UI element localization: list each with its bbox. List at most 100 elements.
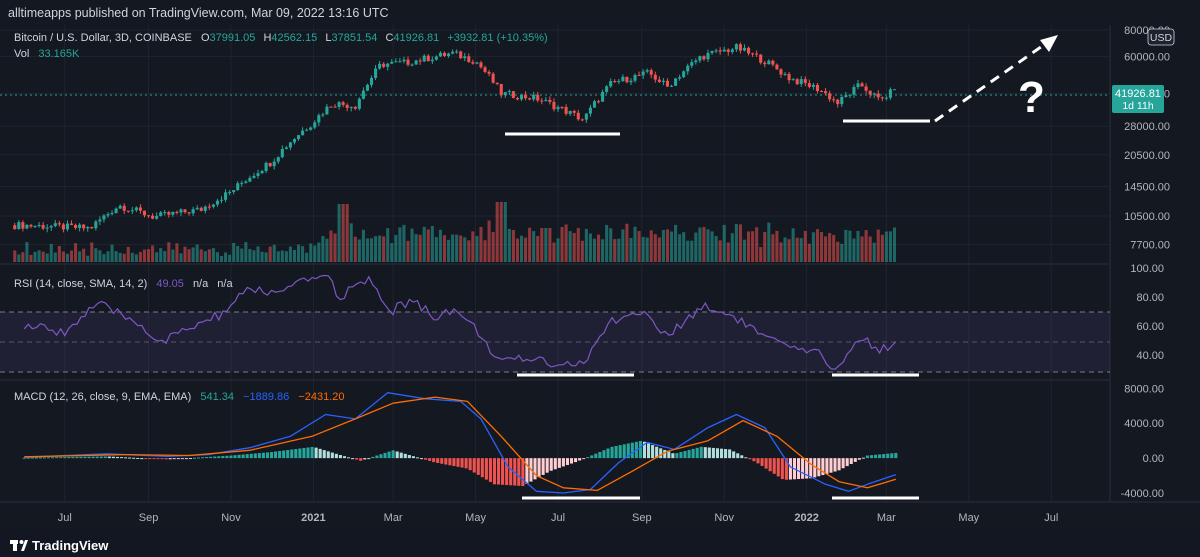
rsi-legend: RSI (14, close, SMA, 14, 2) 49.05 n/a n/… [14,278,233,290]
candle-body [329,106,333,108]
macd-histogram-bar [253,453,257,459]
volume-bar [528,227,532,262]
question-mark-annotation[interactable]: ? [1018,73,1045,122]
macd-histogram-bar [849,458,853,464]
candle-body [609,81,613,87]
candle-body [224,192,228,200]
volume-bar [422,226,426,262]
symbol-name[interactable]: Bitcoin / U.S. Dollar, 3D, COINBASE [14,32,192,44]
candle-body [819,91,824,93]
macd-histogram-bar [184,458,188,460]
macd-histogram-bar [115,456,119,459]
candle-body [613,81,617,83]
volume-bar [365,238,369,262]
macd-histogram-bar [371,456,375,459]
macd-histogram-bar [574,458,578,463]
candle-body [106,213,110,216]
macd-histogram-bar [424,458,428,460]
volume-bar [224,252,228,262]
macd-histogram-bar [119,457,124,459]
volume-bar [678,234,682,262]
user-drawings[interactable]: ? [505,35,1058,500]
volume-bar [560,226,564,262]
candlesticks[interactable] [13,42,897,233]
candle-body [402,59,406,62]
candle-body [179,209,183,213]
macd-histogram-bar [347,457,351,459]
volume-bar [519,235,524,262]
macd-histogram-bar [257,453,261,459]
macd-histogram-bar [724,449,728,459]
macd-histogram-bar [156,458,160,460]
macd-histogram-bar [383,452,387,459]
macd-histogram-bar [809,458,813,479]
volume-bars [13,202,897,262]
macd-histogram-bar [732,451,736,459]
volume-bar [167,242,171,262]
projection-arrow-line[interactable] [934,40,1049,123]
volume-bar [191,247,195,262]
volume-bar [872,242,876,262]
volume-bar [556,238,560,262]
volume-bar [406,240,410,262]
candle-body [738,44,742,51]
volume-bar [147,249,151,262]
close-value: 41926.81 [393,32,439,44]
volume-bar [130,252,134,262]
candle-body [240,182,244,184]
macd-histogram-bar [869,455,874,459]
volume-bar [471,231,475,262]
macd-label[interactable]: MACD (12, 26, close, 9, EMA, EMA) [14,391,191,403]
macd-histogram-bar [683,450,687,459]
macd-histogram-bar [71,456,75,459]
volume-bar [252,250,256,262]
candle-body [292,139,297,143]
candle-body [264,162,268,172]
volume-bar [763,231,767,262]
macd-histogram-bar [63,457,67,459]
candle-body [130,210,134,212]
footer-brand[interactable]: TradingView [32,538,109,553]
currency-button[interactable] [1147,28,1175,46]
candle-body [588,107,592,114]
macd-histogram-bar [472,458,476,473]
macd-histogram-bar [829,458,833,473]
macd-histogram-bar [622,444,626,459]
candle-body [702,56,706,60]
macd-histogram-bar [772,458,776,474]
macd-histogram-bar [853,458,857,462]
candle-body [540,100,544,102]
projection-arrow-head[interactable] [1040,35,1058,52]
volume-bar [69,250,74,262]
volume-label[interactable]: Vol [14,48,29,60]
candle-body [438,52,442,57]
candle-body [888,89,892,98]
volume-bar [211,248,215,262]
rsi-tick-label: 80.00 [1136,292,1164,304]
volume-bar [451,234,455,262]
volume-bar [459,235,463,262]
candle-body [475,62,479,64]
candle-body [309,127,313,130]
volume-bar [232,242,236,262]
volume-bar [698,227,702,262]
volume-bar [41,251,45,262]
macd-histogram-bar [833,458,837,472]
volume-bar [730,233,734,262]
volume-bar [398,227,402,262]
candle-body [779,69,783,75]
candle-body [572,110,576,113]
macd-histogram-bar [448,458,452,466]
volume-bar [138,251,142,262]
macd-histogram-bar [874,454,878,459]
rsi-label[interactable]: RSI (14, close, SMA, 14, 2) [14,278,147,290]
macd-histogram-bar [667,451,671,459]
x-tick-label: 2022 [794,512,818,524]
volume-bar [803,230,807,262]
macd-histogram-bar [821,458,825,476]
volume-bar [333,233,337,262]
volume-bar [641,236,645,262]
candle-body [706,53,710,60]
